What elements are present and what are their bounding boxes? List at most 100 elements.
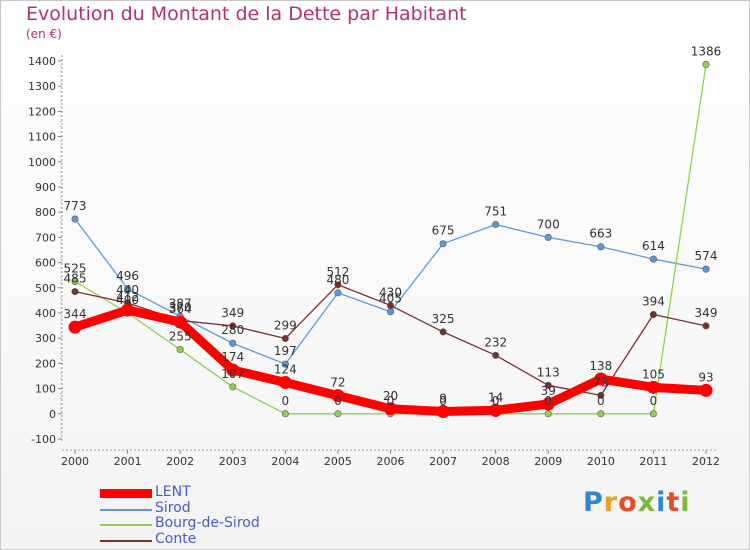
x-tick-label: 2005	[324, 455, 352, 468]
legend-swatch-bourg-de-sirod	[100, 524, 152, 526]
x-tick-label: 2001	[114, 455, 142, 468]
x-tick-label: 2006	[377, 455, 405, 468]
y-tick-label: 1300	[28, 80, 56, 93]
data-label-sirod: 675	[432, 224, 455, 238]
data-label-bourg-de-sirod: 400	[116, 293, 139, 307]
data-point-bourg-de-sirod	[649, 410, 657, 418]
y-tick-label: 500	[35, 282, 56, 295]
data-label-sirod: 663	[589, 227, 612, 241]
y-tick-label: 1100	[28, 131, 56, 144]
data-point-conte	[439, 328, 447, 336]
data-label-lent: 14	[488, 390, 503, 404]
x-tick-label: 2008	[482, 455, 510, 468]
legend-label-lent: LENT	[155, 484, 191, 500]
data-label-conte: 349	[221, 306, 244, 320]
data-point-conte	[386, 301, 394, 309]
data-point-conte	[71, 288, 79, 296]
data-label-sirod: 496	[116, 269, 139, 283]
data-point-sirod	[544, 233, 552, 241]
data-label-sirod: 280	[221, 323, 244, 337]
data-label-conte: 430	[379, 285, 402, 299]
data-point-sirod	[334, 289, 342, 297]
data-label-lent: 412	[116, 290, 139, 304]
x-tick-label: 2004	[271, 455, 299, 468]
data-label-lent: 105	[642, 367, 665, 381]
x-tick-label: 2002	[166, 455, 194, 468]
data-label-conte: 113	[537, 365, 560, 379]
data-point-lent	[173, 315, 187, 329]
data-label-lent: 138	[589, 359, 612, 373]
data-label-lent: 344	[64, 307, 87, 321]
x-tick-label: 2009	[534, 455, 562, 468]
data-label-conte: 512	[326, 265, 349, 279]
data-point-conte	[649, 311, 657, 319]
data-label-bourg-de-sirod: 525	[64, 262, 87, 276]
y-tick-label: 1000	[28, 156, 56, 169]
data-point-sirod	[492, 221, 500, 229]
data-point-lent	[68, 320, 82, 334]
data-point-lent	[646, 380, 660, 394]
data-point-conte	[597, 391, 605, 399]
data-point-bourg-de-sirod	[281, 410, 289, 418]
data-label-bourg-de-sirod: 255	[169, 330, 192, 344]
data-label-sirod: 387	[169, 296, 192, 310]
data-label-bourg-de-sirod: 1386	[691, 45, 722, 59]
data-point-sirod	[281, 360, 289, 368]
data-point-lent	[699, 383, 713, 397]
data-point-conte	[281, 334, 289, 342]
data-point-lent	[226, 363, 240, 377]
data-label-conte: 299	[274, 318, 297, 332]
data-point-lent	[489, 403, 503, 417]
data-point-lent	[121, 303, 135, 317]
data-label-sirod: 197	[274, 344, 297, 358]
y-tick-label: 300	[35, 332, 56, 345]
data-label-lent: 93	[698, 370, 713, 384]
y-tick-label: 600	[35, 257, 56, 270]
data-label-bourg-de-sirod: 0	[544, 394, 552, 408]
data-label-lent: 174	[221, 350, 244, 364]
data-point-lent	[384, 402, 397, 416]
data-point-sirod	[597, 243, 605, 251]
data-point-sirod	[439, 240, 447, 248]
data-label-conte: 485	[64, 272, 87, 286]
data-label-bourg-de-sirod: 0	[650, 394, 658, 408]
x-tick-label: 2012	[692, 455, 720, 468]
data-point-bourg-de-sirod	[597, 410, 605, 418]
data-point-bourg-de-sirod	[544, 410, 552, 418]
data-point-bourg-de-sirod	[176, 346, 184, 354]
data-label-sirod: 614	[642, 239, 665, 253]
legend-label-bourg-de-sirod: Bourg-de-Sirod	[155, 515, 260, 531]
data-point-conte	[544, 381, 552, 389]
data-point-bourg-de-sirod	[229, 383, 237, 391]
data-label-conte: 325	[432, 312, 455, 326]
legend-swatch-conte	[100, 540, 152, 542]
y-tick-label: 1400	[28, 55, 56, 68]
data-label-bourg-de-sirod: 0	[334, 394, 342, 408]
data-label-lent: 124	[274, 363, 297, 377]
data-label-lent: 39	[541, 384, 556, 398]
data-point-sirod	[386, 308, 394, 316]
data-label-sirod: 751	[484, 205, 507, 219]
data-label-sirod: 405	[379, 292, 402, 306]
x-tick-label: 2010	[587, 455, 615, 468]
data-point-lent	[594, 372, 608, 386]
data-label-conte: 73	[593, 375, 608, 389]
data-point-lent	[278, 376, 292, 390]
data-point-sirod	[229, 339, 237, 347]
data-label-sirod: 700	[537, 217, 560, 231]
data-point-bourg-de-sirod	[71, 277, 79, 285]
y-tick-label: 800	[35, 206, 56, 219]
x-tick-label: 2007	[429, 455, 457, 468]
data-label-bourg-de-sirod: 0	[439, 394, 447, 408]
data-label-lent: 364	[169, 302, 192, 316]
data-point-bourg-de-sirod	[702, 61, 710, 69]
legend-swatch-lent	[100, 489, 152, 498]
data-label-conte: 394	[642, 295, 665, 309]
data-point-sirod	[702, 265, 710, 273]
data-label-sirod: 574	[695, 249, 718, 263]
data-point-lent	[541, 397, 555, 411]
y-tick-label: -100	[31, 433, 56, 446]
data-point-lent	[436, 405, 450, 419]
chart-title: Evolution du Montant de la Dette par Hab…	[26, 3, 467, 25]
